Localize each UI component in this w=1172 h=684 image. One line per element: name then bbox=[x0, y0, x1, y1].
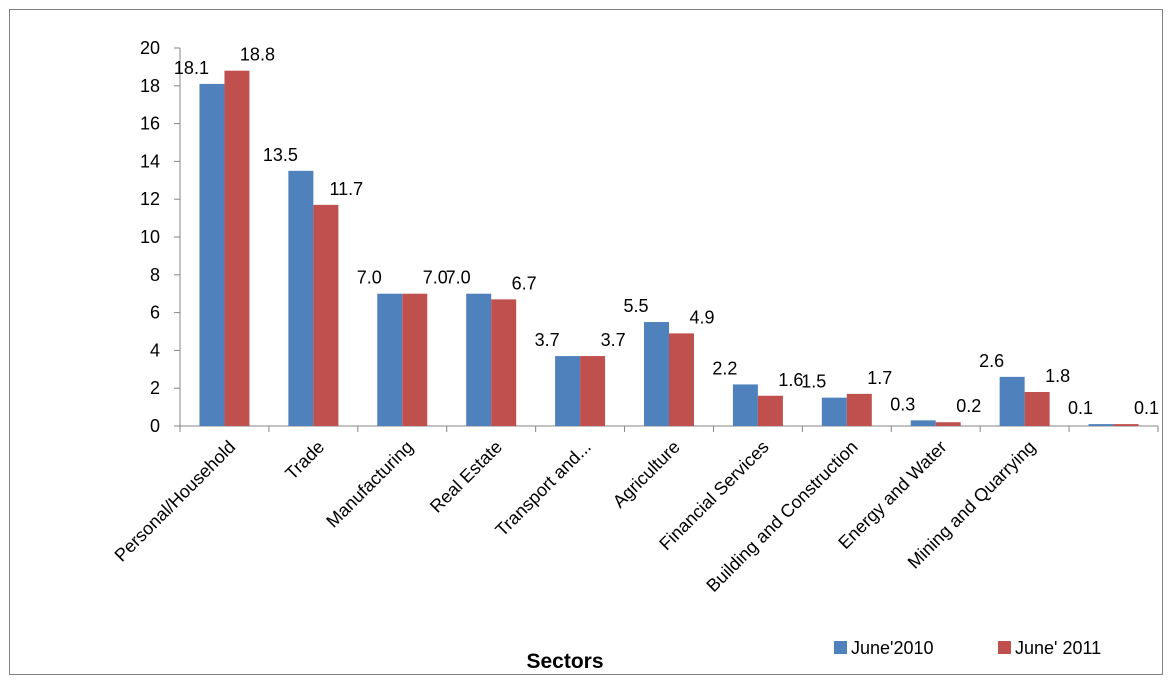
category-label: Real Estate bbox=[426, 437, 506, 517]
data-label: 0.2 bbox=[956, 396, 981, 416]
legend-label: June'2010 bbox=[851, 638, 934, 658]
bar-june-2011 bbox=[491, 299, 517, 426]
bar-june-2011 bbox=[402, 293, 428, 426]
y-tick-label: 0 bbox=[150, 416, 160, 436]
category-label: Manufacturing bbox=[322, 437, 417, 532]
bar-june-2011 bbox=[313, 204, 339, 426]
data-label: 18.8 bbox=[240, 45, 275, 65]
data-label: 7.0 bbox=[423, 268, 448, 288]
data-label: 18.1 bbox=[174, 58, 209, 78]
bar-june-2010 bbox=[288, 170, 314, 426]
x-axis-title: Sectors bbox=[526, 650, 603, 673]
data-label: 1.7 bbox=[867, 368, 892, 388]
y-tick-label: 10 bbox=[140, 227, 160, 247]
category-label: Agriculture bbox=[609, 437, 684, 512]
category-label: Personal/Household bbox=[111, 437, 240, 566]
legend-item: June'2010 bbox=[834, 638, 934, 658]
legend: June'2010 June' 2011 bbox=[834, 638, 1101, 658]
legend-label: June' 2011 bbox=[1015, 638, 1101, 658]
bar-june-2010 bbox=[377, 293, 403, 426]
data-label: 3.7 bbox=[535, 330, 560, 350]
data-label: 1.6 bbox=[778, 370, 803, 390]
data-label: 0.3 bbox=[890, 394, 915, 414]
data-label: 3.7 bbox=[601, 330, 626, 350]
category-label: Trade bbox=[281, 437, 328, 484]
legend-swatch bbox=[998, 641, 1011, 654]
bar-june-2010 bbox=[1088, 424, 1114, 426]
y-tick-label: 8 bbox=[150, 265, 160, 285]
data-label: 0.1 bbox=[1134, 398, 1159, 418]
bar-june-2010 bbox=[999, 376, 1025, 426]
bar-june-2011 bbox=[1113, 424, 1139, 426]
category-label: Transport and... bbox=[491, 437, 595, 541]
data-label: 7.0 bbox=[357, 268, 382, 288]
y-tick-label: 20 bbox=[140, 38, 160, 58]
y-tick-label: 2 bbox=[150, 378, 160, 398]
bar-june-2011 bbox=[669, 333, 694, 426]
bar-june-2010 bbox=[821, 397, 847, 426]
bar-june-2010 bbox=[555, 356, 581, 426]
y-tick-label: 16 bbox=[140, 114, 160, 134]
bar-june-2010 bbox=[199, 83, 225, 426]
bar-june-2010 bbox=[466, 293, 492, 426]
bar-june-2011 bbox=[757, 395, 783, 426]
x-axis bbox=[179, 425, 1159, 432]
data-label: 2.6 bbox=[979, 351, 1004, 371]
y-tick-label: 14 bbox=[140, 151, 160, 171]
data-label: 13.5 bbox=[263, 145, 298, 165]
bar-june-2011 bbox=[1024, 391, 1050, 426]
data-labels: 18.113.57.0 7.03.75.52.21.50.32.60.118.81… bbox=[174, 45, 1159, 418]
data-label: 1.8 bbox=[1045, 366, 1070, 386]
data-label: 7.0 bbox=[446, 268, 471, 288]
data-label: 5.5 bbox=[623, 296, 648, 316]
y-axis: 0 2 4 6 8 10 12 14 16 18 20 bbox=[140, 38, 181, 436]
data-label: 6.7 bbox=[512, 273, 537, 293]
bar-june-2011 bbox=[224, 70, 250, 427]
data-label: 0.1 bbox=[1068, 398, 1093, 418]
data-label: 1.5 bbox=[801, 372, 826, 392]
category-label: Building and Construction bbox=[702, 437, 861, 596]
y-tick-label: 4 bbox=[150, 340, 160, 360]
bar-june-2011 bbox=[580, 356, 606, 426]
y-tick-label: 6 bbox=[150, 303, 160, 323]
data-label: 11.7 bbox=[330, 179, 364, 199]
bar-june-2011 bbox=[935, 422, 961, 426]
legend-item: June' 2011 bbox=[998, 638, 1101, 658]
bar-june-2010 bbox=[732, 384, 758, 426]
data-label: 4.9 bbox=[689, 307, 714, 327]
y-tick-label: 18 bbox=[140, 76, 160, 96]
data-label: 2.2 bbox=[712, 358, 737, 378]
legend-swatch bbox=[834, 641, 847, 654]
bars bbox=[199, 70, 1139, 427]
bar-june-2010 bbox=[644, 322, 669, 426]
y-tick-label: 12 bbox=[140, 189, 160, 209]
bar-june-2010 bbox=[910, 420, 936, 426]
bar-june-2011 bbox=[846, 393, 872, 426]
